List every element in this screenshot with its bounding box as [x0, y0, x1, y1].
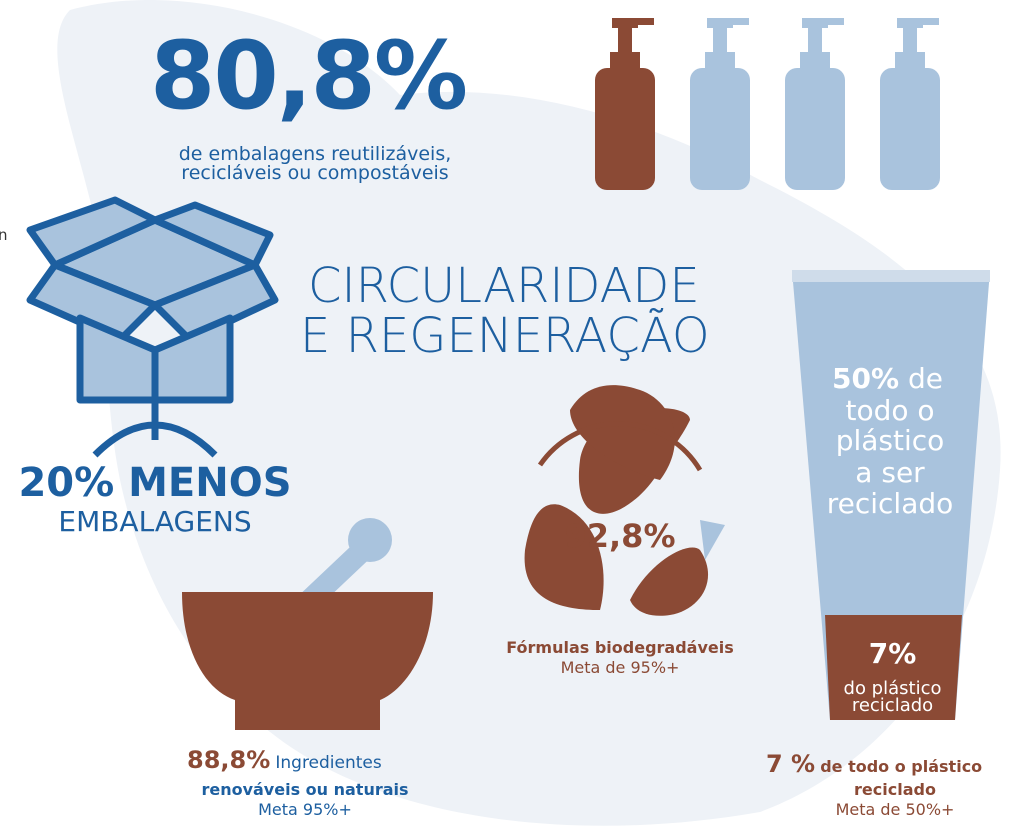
- tube-current-line: reciclado: [830, 697, 955, 715]
- tube-current-value: 7%: [830, 640, 955, 668]
- plastic-goal: Meta de 50%+: [780, 802, 1010, 818]
- formulas-goal: Meta de 95%+: [480, 660, 760, 676]
- tube-goal: 50% de: [832, 365, 943, 393]
- less-packaging-line: 20% MENOS: [0, 463, 310, 503]
- tube-goal-line: a ser: [800, 459, 980, 487]
- tube-goal-line: plástico: [800, 427, 980, 455]
- less-packaging-line: EMBALAGENS: [0, 508, 310, 536]
- title-line: E REGENERAÇÃO: [300, 312, 710, 360]
- plastic-line: de todo o plástico: [820, 757, 982, 776]
- ingredients-line: renováveis ou naturais: [170, 782, 440, 798]
- title-line: CIRCULARIDADE: [308, 262, 700, 310]
- plastic-value: 7 %: [766, 750, 815, 778]
- ingredients-value: 88,8%: [187, 746, 270, 774]
- tube-goal-line: todo o: [800, 397, 980, 425]
- edge-fragment: n: [0, 228, 8, 243]
- infographic: n 80,8% de embalagens reutilizáveis, rec…: [0, 0, 1018, 832]
- plastic-header: 7 % de todo o plástico: [766, 752, 982, 776]
- ingredients-line: Ingredientes: [275, 753, 381, 773]
- tube-goal-line: reciclado: [795, 490, 985, 518]
- plastic-line: reciclado: [780, 782, 1010, 798]
- bottles: [595, 18, 940, 190]
- ingredients-goal: Meta 95%+: [170, 802, 440, 818]
- tube-goal-value: 50%: [832, 362, 899, 395]
- formulas-label: Fórmulas biodegradáveis: [480, 640, 760, 656]
- packaging-value: 80,8%: [150, 30, 466, 124]
- ingredients-header: 88,8% Ingredientes: [187, 748, 382, 772]
- formulas-value: 92,8%: [545, 520, 695, 552]
- tube-goal-line: de: [908, 362, 943, 395]
- packaging-line: recicláveis ou compostáveis: [120, 164, 510, 183]
